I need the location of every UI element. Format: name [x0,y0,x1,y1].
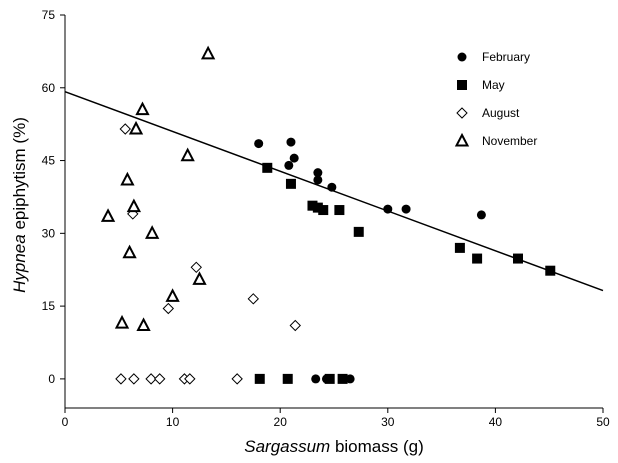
august-point [289,319,301,332]
y-axis-title: Hypnea epiphytism (%) [10,117,29,293]
triangle-outline [120,171,135,186]
november-point [145,225,160,239]
legend: February May August November [454,50,537,148]
may-point [312,202,323,213]
august-point [162,302,175,315]
x-tick-label: 50 [596,415,610,429]
x-tick-label: 20 [274,415,288,429]
february-point [383,204,393,214]
legend-marker-november [454,132,470,147]
y-axis-title-italic: Hypnea [10,234,29,293]
may-point [353,226,364,237]
february-point [327,182,337,192]
november-point [120,171,135,186]
february-point [311,374,321,384]
triangle-outline [100,208,116,222]
triangle-outline [165,288,180,302]
february-point [289,153,299,163]
november-point [100,208,116,222]
triangle-outline [122,244,137,259]
triangle-outline [135,101,150,116]
may-point [318,205,329,216]
august-point [231,373,243,385]
tick-marks [60,14,604,413]
x-tick-label: 0 [62,415,69,429]
triangle-outline [200,45,216,60]
legend-label-may: May [482,78,505,92]
data-points [100,45,556,385]
triangle-outline [180,147,195,162]
may-point [285,178,296,189]
y-tick-label: 45 [42,154,56,168]
february-point [401,204,411,214]
tick-labels: 0 10 20 30 40 50 0 15 30 45 60 75 [42,8,610,429]
november-point [180,147,195,162]
triangle-outline [192,271,207,285]
may-point [545,265,556,276]
february-point [254,139,264,149]
x-axis-title-rest: biomass (g) [330,437,424,456]
y-tick-label: 30 [42,226,56,240]
may-point [337,373,348,384]
x-axis-title: Sargassum biomass (g) [244,437,424,456]
legend-label-february: February [482,50,530,64]
november-point [122,244,137,259]
triangle-outline [128,120,144,135]
may-point [454,242,465,253]
y-tick-label: 60 [42,81,56,95]
august-point [145,373,157,385]
legend-label-november: November [482,134,537,148]
may-point [307,200,318,211]
legend-marker-february [457,52,467,62]
november-point [200,45,216,60]
triangle-outline [114,314,130,329]
february-point [284,160,294,170]
may-point [334,205,345,216]
x-tick-label: 40 [489,415,503,429]
august-point [247,293,260,305]
november-point [126,198,142,213]
may-point [472,253,483,264]
november-point [135,101,150,116]
february-point [286,137,296,147]
may-point [324,373,335,384]
may-point [282,373,293,384]
x-tick-label: 30 [381,415,395,429]
february-point [313,168,323,178]
y-tick-label: 15 [42,299,56,313]
august-point [128,373,140,385]
august-point [190,261,202,274]
august-point [119,123,131,135]
august-point [115,373,127,385]
february-point [313,175,323,185]
august-point [153,373,166,385]
november-point [128,120,144,135]
y-tick-label: 75 [42,8,56,22]
legend-label-august: August [482,106,520,120]
triangle-outline [454,132,470,147]
x-axis-title-italic: Sargassum [244,437,330,456]
november-point [192,271,207,285]
legend-marker-may [457,80,467,90]
february-point [476,210,486,220]
axes [64,15,603,409]
x-tick-label: 10 [166,415,180,429]
legend-marker-august [456,107,468,119]
february-point [345,374,355,384]
november-point [114,314,130,329]
may-point [254,373,265,384]
november-point [165,288,180,302]
november-point [136,317,151,332]
triangle-outline [126,198,142,213]
august-point [184,373,196,385]
may-point [512,253,523,264]
triangle-outline [136,317,151,332]
triangle-outline [145,225,160,239]
may-point [262,162,273,173]
y-tick-label: 0 [48,372,55,386]
y-axis-title-rest: epiphytism (%) [10,117,29,234]
